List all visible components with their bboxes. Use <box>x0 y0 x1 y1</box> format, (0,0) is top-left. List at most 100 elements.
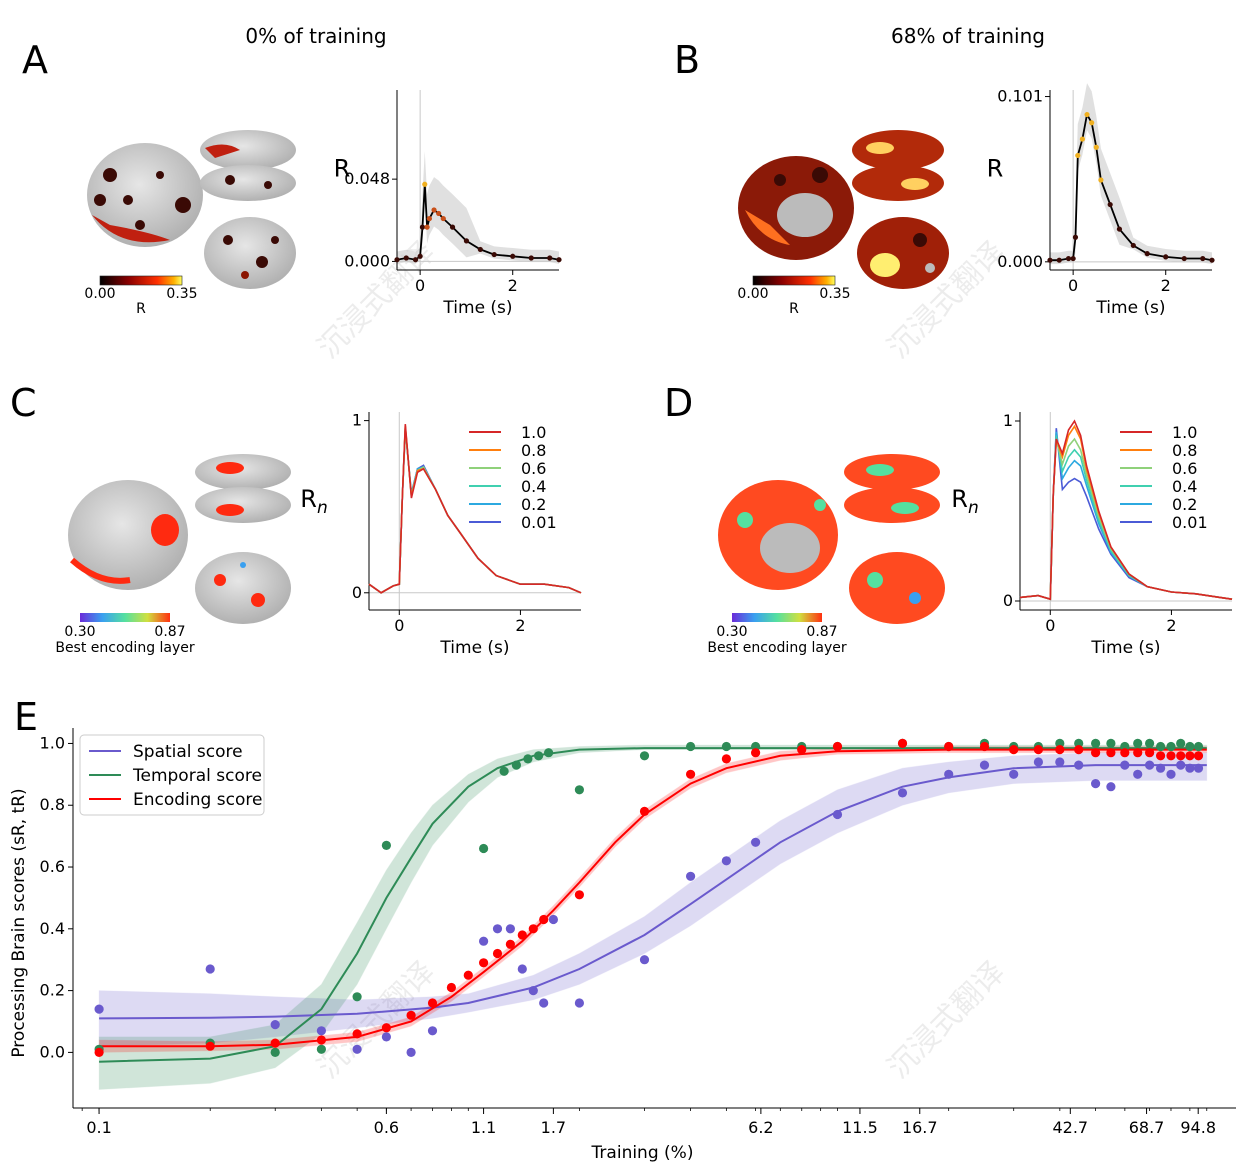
data-point <box>1193 741 1204 752</box>
y-tick-label: 0.101 <box>997 87 1043 106</box>
data-point <box>1176 760 1186 770</box>
y-tick-label: 0.048 <box>344 169 390 188</box>
colorbar-a: 0.00 0.35 R <box>84 275 198 317</box>
data-point <box>505 939 515 949</box>
data-point <box>1106 748 1116 758</box>
brain-medial-view-b <box>738 156 854 260</box>
legend-frame <box>79 734 265 816</box>
chart-panel-b: 0 2 0.000 0.101 Time (s) R <box>987 83 1215 318</box>
legend-label: 0.4 <box>521 477 546 496</box>
data-point <box>381 1023 391 1033</box>
data-point <box>205 964 215 974</box>
x-tick-label: 11.5 <box>842 1118 878 1137</box>
series-point <box>477 246 483 253</box>
series-point <box>1089 120 1095 126</box>
series-line <box>368 427 582 594</box>
chart-panel-a: 0 2 0.000 0.048 Time (s) R <box>334 90 562 318</box>
data-point <box>1055 745 1065 755</box>
legend-label: Encoding score <box>133 790 262 810</box>
series-point <box>1098 177 1104 183</box>
data-point <box>492 924 503 934</box>
y-tick-label: 0 <box>1003 591 1013 610</box>
data-point <box>944 769 954 779</box>
data-point <box>1145 760 1155 770</box>
data-point <box>539 914 549 925</box>
colorbar-b: 0.00 0.35 R <box>737 275 851 317</box>
series-point <box>1200 255 1206 262</box>
x-tick-label: 0.6 <box>374 1118 399 1137</box>
data-point <box>1091 738 1101 749</box>
series-point <box>463 238 470 244</box>
data-point <box>639 955 650 965</box>
brain-lateral-view-c <box>195 552 291 624</box>
y-axis-label: Rn <box>300 485 327 518</box>
series-point <box>491 251 497 258</box>
data-point <box>270 1038 280 1048</box>
panel-label-d: D <box>664 381 693 425</box>
data-point <box>492 948 503 959</box>
data-point <box>270 1047 280 1057</box>
data-point <box>1185 763 1195 773</box>
data-point <box>316 1035 326 1045</box>
series-point <box>1084 111 1090 118</box>
panel-label-e: E <box>14 695 38 739</box>
data-point <box>479 958 489 968</box>
legend-label: 0.2 <box>1172 495 1197 514</box>
series-point <box>422 181 428 187</box>
series-point <box>431 207 437 213</box>
chart-panel-d: 0 2 0 1 Time (s) Rn 1.00.80.60.40.20.01 <box>951 411 1233 658</box>
legend-label: 1.0 <box>1172 423 1197 442</box>
x-tick-label: 2 <box>1166 616 1176 635</box>
chart-panel-c: 0 2 0 1 Time (s) Rn 1.00.80.60.40.20.01 <box>300 411 582 658</box>
panel-label-b: B <box>674 38 700 82</box>
brain-medial-view-d <box>718 480 838 590</box>
x-tick-label: 42.7 <box>1052 1118 1088 1137</box>
series-point <box>556 257 562 263</box>
brain-lateral-view-d <box>849 552 945 624</box>
colorbar-max: 0.35 <box>819 286 850 302</box>
x-tick-label: 1.1 <box>471 1118 496 1137</box>
series-point <box>1072 234 1079 240</box>
series-point <box>419 224 426 230</box>
x-tick-label: 0 <box>1068 276 1078 295</box>
series-line <box>368 429 582 594</box>
fit-line <box>99 747 1207 1063</box>
data-point <box>832 809 843 820</box>
y-tick-label: 1.0 <box>40 733 65 752</box>
series-point <box>1075 152 1081 159</box>
data-point <box>1106 738 1116 749</box>
data-point <box>427 1026 438 1036</box>
data-point <box>94 1047 104 1057</box>
legend: Spatial score Temporal score Encoding scor… <box>79 734 265 816</box>
data-point <box>1185 741 1195 752</box>
series-point <box>1047 257 1053 263</box>
data-point <box>639 806 650 817</box>
series-point <box>528 255 534 261</box>
data-point <box>1074 745 1084 755</box>
series-point <box>417 253 423 259</box>
colorbar-label: R <box>789 301 799 317</box>
panel-label-a: A <box>22 38 48 82</box>
data-point <box>479 936 489 946</box>
data-point <box>686 741 696 752</box>
data-point <box>1120 748 1130 758</box>
y-tick-label: 0.000 <box>344 251 390 270</box>
legend-label: Temporal score <box>132 766 262 786</box>
x-tick-label: 16.7 <box>902 1118 938 1137</box>
series-point <box>1116 226 1123 232</box>
brain-medial-view-c <box>68 480 188 590</box>
x-tick-label: 68.7 <box>1129 1118 1165 1137</box>
y-axis-label: R <box>987 154 1004 182</box>
series-point <box>1144 251 1150 257</box>
x-tick-label: 1.7 <box>541 1118 566 1137</box>
data-point <box>94 1004 104 1014</box>
panel-label-c: C <box>10 381 37 425</box>
x-tick-label: 0 <box>394 616 404 635</box>
data-point <box>528 924 538 934</box>
panel-a-title: 0% of training <box>245 24 386 48</box>
x-tick-label: 6.2 <box>748 1118 773 1137</box>
legend-label: Spatial score <box>133 742 243 762</box>
series-point <box>449 224 456 230</box>
confidence-band <box>1050 83 1212 265</box>
